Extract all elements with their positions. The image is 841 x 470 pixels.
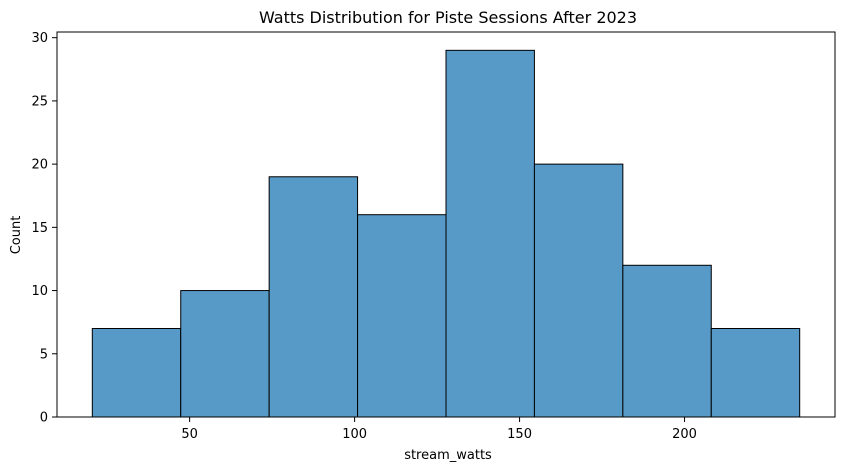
histogram-bar bbox=[622, 264, 712, 418]
y-tick-label: 0 bbox=[40, 411, 48, 426]
y-tick-label: 15 bbox=[31, 221, 48, 236]
chart-title: Watts Distribution for Piste Sessions Af… bbox=[259, 8, 637, 27]
x-tick-label: 200 bbox=[672, 427, 697, 442]
histogram-bar bbox=[268, 176, 359, 418]
bars-group bbox=[91, 49, 801, 418]
histogram-bar bbox=[180, 290, 270, 418]
histogram-bar bbox=[710, 327, 801, 418]
x-axis-label: stream_watts bbox=[404, 448, 492, 463]
y-tick-label: 20 bbox=[31, 158, 48, 173]
x-axis-ticks: 50 100 150 200 bbox=[181, 417, 697, 442]
histogram-bar bbox=[533, 163, 624, 418]
y-tick-label: 10 bbox=[31, 284, 48, 299]
histogram-bar bbox=[91, 327, 182, 418]
histogram-bar bbox=[445, 49, 535, 418]
y-tick-label: 25 bbox=[31, 94, 48, 109]
y-axis-label: Count bbox=[9, 216, 24, 255]
y-axis-ticks: 0 5 10 15 20 25 30 bbox=[31, 31, 57, 426]
x-tick-label: 50 bbox=[181, 427, 198, 442]
x-tick-label: 150 bbox=[507, 427, 532, 442]
y-tick-label: 30 bbox=[31, 31, 48, 46]
histogram-bar bbox=[357, 214, 447, 418]
x-tick-label: 100 bbox=[342, 427, 367, 442]
plot-frame bbox=[56, 31, 836, 418]
y-tick-label: 5 bbox=[40, 347, 48, 362]
